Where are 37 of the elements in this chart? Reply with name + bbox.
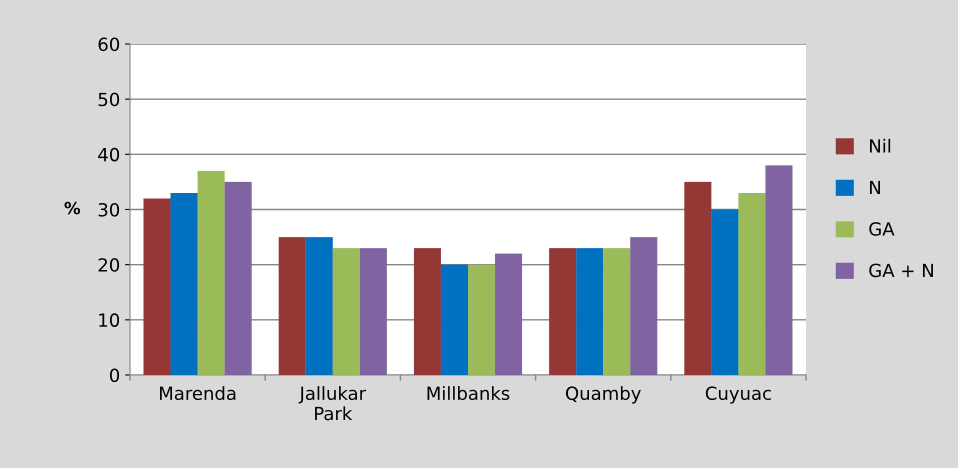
y-tick-label: 40 — [98, 148, 120, 162]
bar — [332, 248, 360, 375]
bar — [495, 254, 522, 375]
bar — [278, 237, 306, 375]
y-tick-label: 30 — [98, 202, 120, 217]
bar — [224, 182, 252, 375]
bar — [306, 237, 333, 375]
y-tick-label: 0 — [110, 368, 120, 382]
y-tick-label: 10 — [99, 313, 120, 327]
y-tick-label: 50 — [98, 92, 120, 106]
bar — [414, 248, 441, 375]
bar — [738, 192, 766, 375]
bar — [630, 237, 658, 375]
legend-label: N — [870, 180, 880, 194]
x-tick-label: Cuyuac — [706, 386, 771, 404]
y-tick-label: 20 — [98, 258, 120, 272]
bar — [765, 165, 792, 375]
legend-label: GA — [869, 222, 894, 236]
bar — [144, 198, 171, 375]
y-tick-label: 60 — [98, 37, 120, 52]
legend-label: GA + N — [869, 264, 933, 278]
bar — [170, 192, 198, 375]
bar — [684, 182, 712, 375]
bar — [603, 248, 630, 375]
bar — [576, 248, 604, 375]
x-tick-label: Jallukar Park — [298, 386, 366, 420]
bar — [360, 248, 387, 375]
bar — [440, 264, 468, 375]
legend-label: Nil — [870, 138, 890, 153]
x-tick-label: Marenda — [160, 386, 236, 400]
x-tick-label: Millbanks — [428, 386, 510, 400]
x-tick-label: Quamby — [566, 386, 641, 404]
y-axis-title: % — [64, 202, 80, 214]
bar — [198, 170, 225, 375]
bar — [468, 264, 496, 375]
bar — [711, 210, 738, 375]
bar — [549, 248, 576, 375]
